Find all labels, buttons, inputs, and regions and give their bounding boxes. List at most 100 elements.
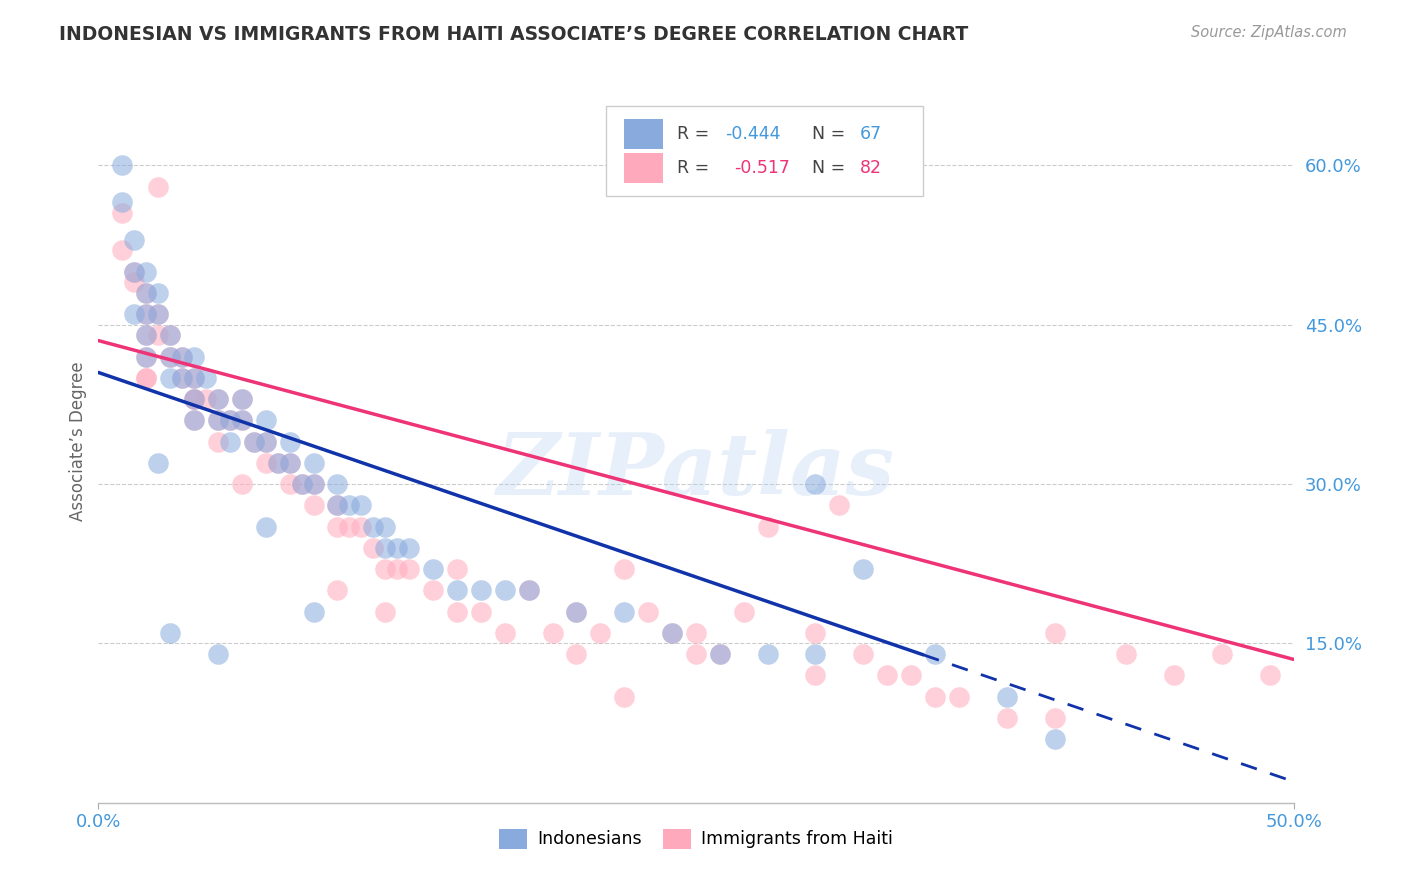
Text: Source: ZipAtlas.com: Source: ZipAtlas.com [1191, 25, 1347, 40]
Legend: Indonesians, Immigrants from Haiti: Indonesians, Immigrants from Haiti [492, 822, 900, 855]
Point [207, 413, 229, 427]
Point [1115, 647, 1137, 661]
Point [326, 498, 349, 512]
Point [350, 498, 373, 512]
Point [661, 625, 683, 640]
Point [756, 647, 779, 661]
Point [924, 647, 946, 661]
Point [302, 498, 325, 512]
Point [385, 562, 409, 576]
Point [565, 605, 588, 619]
Point [159, 371, 181, 385]
Point [326, 498, 349, 512]
Point [291, 477, 314, 491]
Point [231, 392, 253, 406]
Point [159, 625, 181, 640]
Point [148, 456, 170, 470]
Point [111, 195, 134, 210]
Point [148, 285, 170, 300]
Point [207, 434, 229, 449]
Point [267, 456, 290, 470]
Point [374, 519, 396, 533]
Point [804, 477, 827, 491]
Point [565, 647, 588, 661]
Point [291, 477, 314, 491]
Point [709, 647, 731, 661]
Point [135, 371, 157, 385]
Point [254, 434, 277, 449]
Point [135, 328, 157, 343]
Point [685, 625, 707, 640]
Point [207, 413, 229, 427]
Point [637, 605, 659, 619]
Point [470, 605, 492, 619]
Point [374, 541, 396, 555]
Point [207, 392, 229, 406]
Point [183, 392, 205, 406]
Point [124, 233, 146, 247]
FancyBboxPatch shape [624, 119, 662, 149]
Point [374, 605, 396, 619]
Text: R =: R = [676, 159, 720, 177]
Point [1258, 668, 1281, 682]
Point [124, 307, 146, 321]
Point [398, 541, 420, 555]
Point [302, 477, 325, 491]
Point [494, 625, 516, 640]
FancyBboxPatch shape [606, 105, 922, 196]
Point [135, 264, 157, 278]
Point [159, 350, 181, 364]
Point [254, 456, 277, 470]
Point [326, 583, 349, 598]
Point [231, 413, 253, 427]
Point [195, 371, 218, 385]
Point [111, 158, 134, 172]
Point [183, 392, 205, 406]
Point [135, 350, 157, 364]
Point [124, 275, 146, 289]
Point [243, 434, 266, 449]
Point [183, 413, 205, 427]
Point [685, 647, 707, 661]
Point [804, 625, 827, 640]
Point [135, 285, 157, 300]
Text: N =: N = [811, 125, 851, 143]
Point [207, 392, 229, 406]
Point [231, 477, 253, 491]
Point [900, 668, 922, 682]
Point [948, 690, 970, 704]
Point [446, 605, 468, 619]
Point [254, 413, 277, 427]
Point [159, 328, 181, 343]
Point [254, 519, 277, 533]
Point [363, 541, 385, 555]
Text: R =: R = [676, 125, 714, 143]
Point [995, 711, 1018, 725]
Point [254, 434, 277, 449]
Point [804, 647, 827, 661]
Point [172, 350, 194, 364]
Point [1043, 732, 1066, 747]
Point [541, 625, 564, 640]
Point [494, 583, 516, 598]
Point [613, 690, 636, 704]
Text: N =: N = [811, 159, 851, 177]
Point [385, 541, 409, 555]
Point [135, 328, 157, 343]
Point [924, 690, 946, 704]
Point [446, 583, 468, 598]
Point [326, 519, 349, 533]
Point [756, 519, 779, 533]
Point [207, 647, 229, 661]
Point [876, 668, 898, 682]
Point [135, 371, 157, 385]
Point [565, 605, 588, 619]
Point [589, 625, 612, 640]
Point [135, 350, 157, 364]
Point [374, 562, 396, 576]
Point [243, 434, 266, 449]
Text: 67: 67 [859, 125, 882, 143]
Point [302, 456, 325, 470]
Point [183, 413, 205, 427]
Point [1043, 625, 1066, 640]
